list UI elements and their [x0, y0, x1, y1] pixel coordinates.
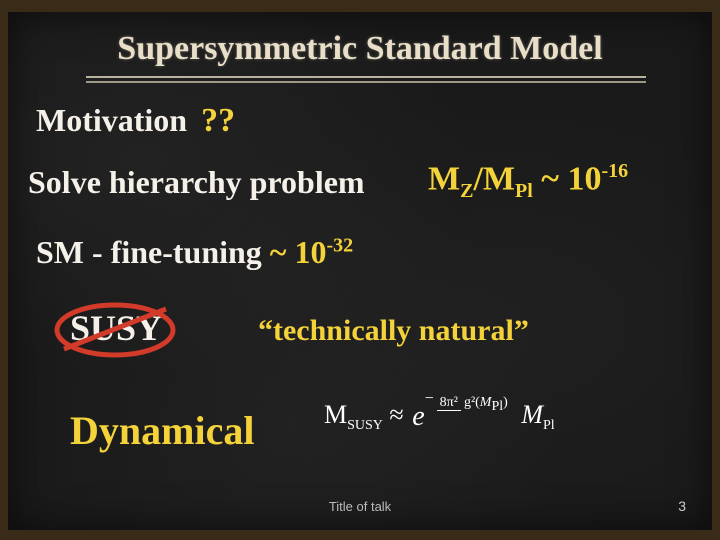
mpl-sub: Pl	[515, 180, 533, 202]
formula-exp-wrap: e−8π²g²(MPl)	[412, 401, 511, 433]
sm-dash: -	[84, 234, 111, 270]
formula-denominator: g²(MPl)	[461, 395, 511, 410]
formula-numerator: 8π²	[437, 395, 461, 411]
page-number: 3	[678, 498, 686, 514]
den-pl-sub: Pl	[491, 399, 503, 414]
strike-ellipse-icon	[50, 299, 180, 361]
motivation-label: Motivation	[36, 102, 187, 138]
dynamical-label: Dynamical	[70, 407, 254, 454]
formula-fraction: 8π²g²(MPl)	[437, 396, 511, 414]
sm-label: SM	[36, 234, 84, 270]
mpl-m: M	[483, 160, 515, 197]
formula-pl-tail-sub: Pl	[543, 418, 555, 433]
title-underline	[86, 76, 646, 78]
technically-natural: “technically natural”	[258, 314, 529, 348]
formula-M: M	[324, 400, 347, 429]
mz-m: M	[428, 160, 460, 197]
msusy-formula: MSUSY ≈ e−8π²g²(MPl) MPl	[324, 400, 555, 434]
formula-minus: −	[425, 390, 434, 407]
mz-sub: Z	[460, 180, 473, 202]
blackboard: Supersymmetric Standard Model Motivation…	[0, 0, 720, 540]
slide-title: Supersymmetric Standard Model	[117, 30, 602, 68]
sm-tilde: ~ 10	[262, 234, 327, 270]
formula-susy-sub: SUSY	[347, 418, 383, 433]
formula-mpl-tail: M	[521, 400, 543, 429]
fine-tuning-text: fine-tuning	[111, 234, 262, 270]
den-g2: g²(	[464, 395, 480, 410]
ratio-slash: /	[473, 160, 482, 197]
ratio-exp: -16	[601, 160, 628, 182]
sm-fine-tuning-line: SM - fine-tuning ~ 10-32	[36, 234, 353, 271]
motivation-question-marks: ??	[201, 102, 235, 139]
solve-hierarchy-text: Solve hierarchy problem	[28, 164, 365, 201]
formula-e: e	[412, 401, 424, 432]
susy-block: SUSY	[70, 307, 162, 349]
motivation-line: Motivation ??	[36, 102, 235, 140]
sm-exp: -32	[326, 234, 353, 256]
mass-ratio: MZ/MPl ~ 10-16	[428, 160, 628, 203]
footer-title: Title of talk	[329, 499, 391, 514]
den-mpl: M	[480, 395, 492, 410]
den-close: )	[503, 395, 508, 410]
ratio-tilde: ~ 10	[533, 160, 602, 197]
title-underline-2	[86, 81, 646, 83]
formula-approx: ≈	[383, 400, 410, 429]
